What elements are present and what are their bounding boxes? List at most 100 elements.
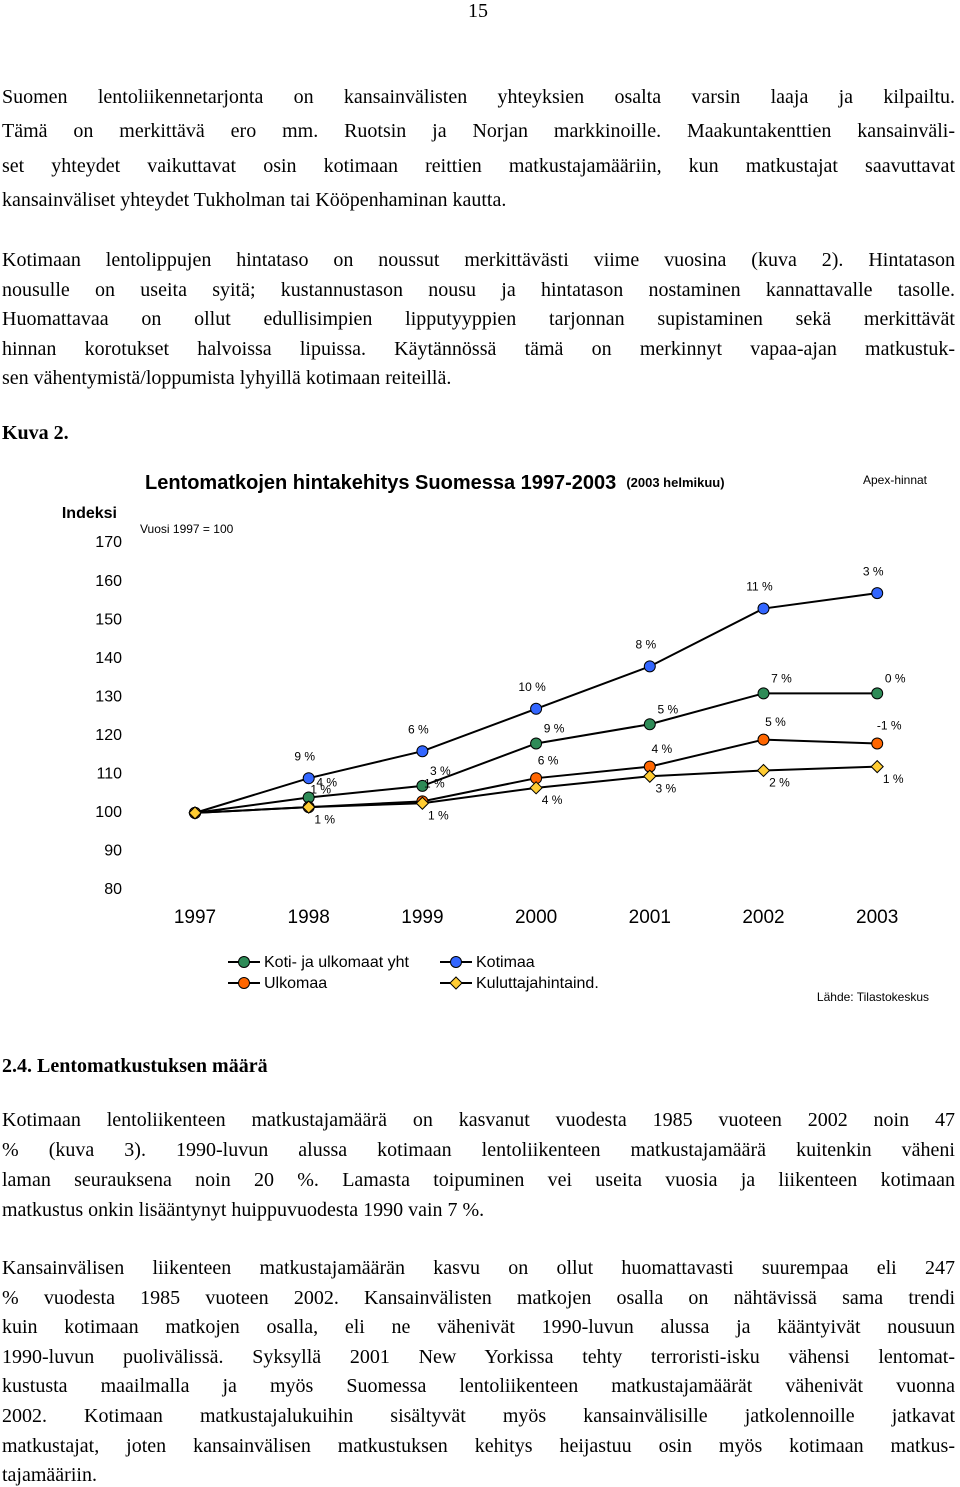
text-line: kuin kotimaan matkojen osalla, eli ne vä… <box>2 1316 955 1339</box>
legend-label: Kotimaa <box>476 954 535 971</box>
legend-label: Koti- ja ulkomaat yht <box>264 954 410 971</box>
marker <box>302 772 315 785</box>
text-line: 1990-luvun puolivälissä. Syksyllä 2001 N… <box>2 1345 955 1368</box>
title-note: (2003 helmikuu) <box>626 475 724 490</box>
section-heading: 2.4. Lentomatkustuksen määrä <box>2 1055 268 1077</box>
marker <box>643 718 656 731</box>
y-tick-label: 130 <box>95 688 122 705</box>
y-tick-label: 110 <box>96 766 122 783</box>
point-label: 2 % <box>769 776 790 790</box>
marker <box>416 745 429 758</box>
marker <box>529 781 543 795</box>
marker <box>757 602 770 615</box>
point-label: 6 % <box>408 722 429 736</box>
text-line: Kotimaan lentoliikenteen matkustajamäärä… <box>2 1109 955 1131</box>
page-number: 15 <box>468 0 488 22</box>
point-label: 4 % <box>316 776 337 790</box>
point-label: 1 % <box>428 808 449 822</box>
text-line: 2002. Kotimaan matkustajalukuihin sisält… <box>2 1405 955 1427</box>
point-label: 11 % <box>746 580 773 594</box>
legend-marker <box>449 976 463 990</box>
text-line: kustusta maailmalla ja myös Suomessa len… <box>2 1375 955 1398</box>
x-tick-label: 2001 <box>629 907 671 928</box>
point-label: 7 % <box>771 672 792 686</box>
point-label: 1 % <box>883 772 904 786</box>
point-label: 3 % <box>863 564 884 578</box>
text-line: Suomen lentoliikennetarjonta on kansainv… <box>2 86 955 108</box>
marker <box>757 733 770 746</box>
point-label: 0 % <box>885 672 906 686</box>
y-tick-label: 140 <box>95 650 122 667</box>
x-tick-label: 1998 <box>288 907 330 928</box>
y-tick-label: 160 <box>95 573 122 590</box>
marker <box>415 796 430 810</box>
marker <box>871 587 884 600</box>
point-label: 5 % <box>657 702 678 716</box>
text-line: laman seurauksena noin 20 %. Lamasta toi… <box>2 1169 955 1191</box>
marker <box>530 702 543 715</box>
text-line: sen vähentymistä/loppumista lyhyillä kot… <box>2 367 452 389</box>
x-tick-label: 1999 <box>401 907 443 928</box>
point-label: 9 % <box>294 749 315 763</box>
text-line: tajamääriin. <box>2 1464 97 1487</box>
marker <box>871 737 884 750</box>
y-tick-label: 90 <box>104 843 122 860</box>
legend-marker <box>238 977 250 989</box>
text-line: Tämä on merkittävä ero mm. Ruotsin ja No… <box>2 120 955 143</box>
marker <box>643 660 656 673</box>
point-label: 4 % <box>542 793 563 807</box>
text-line: hinnan korotukset halvoissa lipuissa. Kä… <box>2 337 955 360</box>
marker <box>870 759 884 774</box>
text-line: % (kuva 3). 1990-luvun alussa kotimaan l… <box>2 1139 955 1161</box>
legend-marker <box>238 956 250 968</box>
point-label: 10 % <box>518 680 546 694</box>
chart-subtitle: Vuosi 1997 = 100 <box>140 522 234 536</box>
x-tick-label: 1997 <box>174 907 216 928</box>
x-tick-label: 2000 <box>515 907 557 928</box>
y-tick-label: 100 <box>95 804 122 821</box>
text-line: kansainväliset yhteydet Tukholman tai Kö… <box>2 188 507 211</box>
marker <box>301 800 316 814</box>
annotation: Apex-hinnat <box>863 473 928 487</box>
marker <box>188 806 202 820</box>
point-label: 4 % <box>651 742 672 756</box>
marker <box>756 763 771 778</box>
point-label: -1 % <box>877 719 902 733</box>
chart-title: Lentomatkojen hintakehitys Suomessa 1997… <box>145 472 725 494</box>
y-tick-label: 80 <box>104 881 122 898</box>
point-label: 9 % <box>544 722 565 736</box>
text-line: set yhteydet vaikuttavat osin kotimaan r… <box>2 154 955 177</box>
point-label: 1 % <box>314 812 335 826</box>
point-label: 5 % <box>765 715 786 729</box>
x-tick-label: 2002 <box>742 907 784 928</box>
point-label: 3 % <box>655 781 676 795</box>
point-label: 8 % <box>635 638 656 652</box>
y-axis-label: Indeksi <box>62 505 117 522</box>
marker <box>416 779 429 792</box>
marker <box>643 769 657 783</box>
legend-label: Ulkomaa <box>264 975 327 992</box>
point-label: 1 % <box>424 776 445 790</box>
point-label: 1 % <box>310 782 331 796</box>
text-line: % vuodesta 1985 vuoteen 2002. Kansainväl… <box>2 1286 955 1309</box>
point-label: 6 % <box>538 753 559 767</box>
source: Lähde: Tilastokeskus <box>817 990 929 1004</box>
y-tick-label: 120 <box>95 727 122 744</box>
marker <box>757 687 770 700</box>
y-tick-label: 170 <box>95 534 122 551</box>
title-main: Lentomatkojen hintakehitys Suomessa 1997… <box>145 472 616 494</box>
text-line: nousulle on useita syitä; kustannustason… <box>2 278 955 301</box>
legend-marker <box>450 956 462 968</box>
text-line: matkustus onkin lisääntynyt huippuvuodes… <box>2 1199 485 1221</box>
text-line: Huomattavaa on ollut edullisimpien lippu… <box>2 308 955 330</box>
text-line: Kansainvälisen liikenteen matkustajamäär… <box>2 1257 955 1279</box>
marker <box>530 737 543 750</box>
marker <box>871 687 884 700</box>
y-tick-label: 150 <box>95 611 122 628</box>
x-tick-label: 2003 <box>856 907 898 928</box>
point-label: 3 % <box>430 764 451 778</box>
text-line: matkustajat, joten kansainvälisen matkus… <box>2 1434 955 1457</box>
legend-label: Kuluttajahintaind. <box>476 975 599 992</box>
